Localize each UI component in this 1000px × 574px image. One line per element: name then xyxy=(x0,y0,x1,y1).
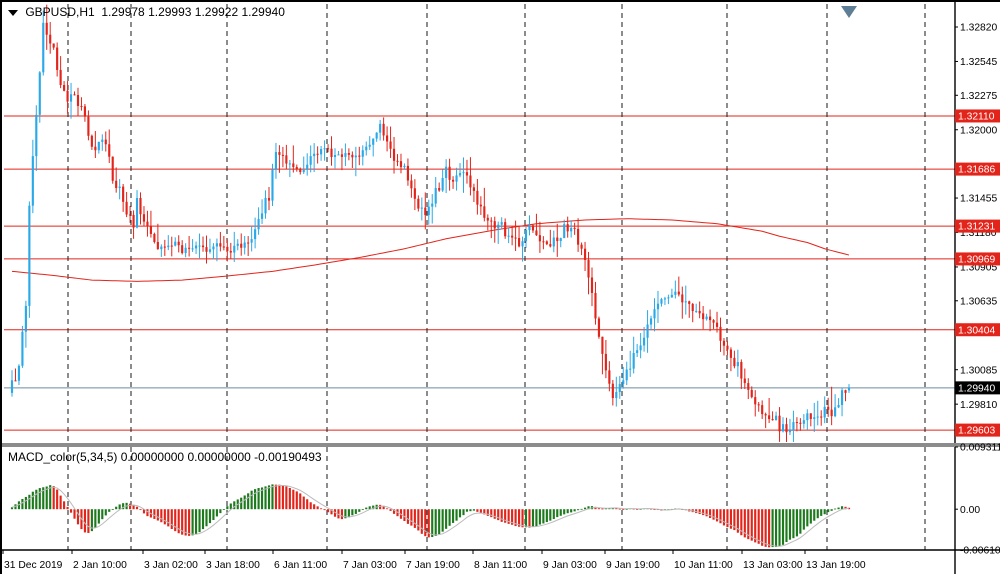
svg-text:7 Jan 03:00: 7 Jan 03:00 xyxy=(343,560,397,571)
svg-text:1.32545: 1.32545 xyxy=(960,57,997,68)
svg-text:1.32820: 1.32820 xyxy=(960,23,997,34)
svg-text:1.32110: 1.32110 xyxy=(958,112,995,123)
svg-text:2 Jan 10:00: 2 Jan 10:00 xyxy=(73,560,127,571)
svg-text:3 Jan 02:00: 3 Jan 02:00 xyxy=(144,560,198,571)
svg-text:13 Jan 03:00: 13 Jan 03:00 xyxy=(743,560,803,571)
svg-text:1.30404: 1.30404 xyxy=(958,325,995,336)
svg-text:1.30969: 1.30969 xyxy=(958,255,995,266)
svg-text:3 Jan 18:00: 3 Jan 18:00 xyxy=(206,560,260,571)
svg-text:-0.0061070: -0.0061070 xyxy=(960,546,1000,557)
svg-text:9 Jan 19:00: 9 Jan 19:00 xyxy=(606,560,660,571)
svg-text:6 Jan 11:00: 6 Jan 11:00 xyxy=(274,560,327,571)
svg-text:1.29603: 1.29603 xyxy=(958,426,995,437)
svg-text:1.31455: 1.31455 xyxy=(960,194,997,205)
svg-text:0.0093117: 0.0093117 xyxy=(960,443,1000,454)
svg-text:1.31686: 1.31686 xyxy=(958,165,995,176)
svg-text:10 Jan 11:00: 10 Jan 11:00 xyxy=(674,560,733,571)
svg-text:1.29810: 1.29810 xyxy=(960,400,997,411)
svg-text:1.29940: 1.29940 xyxy=(958,383,995,394)
svg-text:1.32000: 1.32000 xyxy=(960,125,997,136)
svg-text:9 Jan 03:00: 9 Jan 03:00 xyxy=(543,560,597,571)
svg-text:1.30085: 1.30085 xyxy=(960,365,997,376)
svg-text:1.30635: 1.30635 xyxy=(960,296,997,307)
svg-text:1.31231: 1.31231 xyxy=(958,222,995,233)
svg-text:1.32275: 1.32275 xyxy=(960,91,997,102)
svg-text:13 Jan 19:00: 13 Jan 19:00 xyxy=(806,560,866,571)
svg-text:7 Jan 19:00: 7 Jan 19:00 xyxy=(406,560,460,571)
svg-text:31 Dec 2019: 31 Dec 2019 xyxy=(4,560,63,571)
svg-text:0.00: 0.00 xyxy=(960,505,980,516)
svg-text:8 Jan 11:00: 8 Jan 11:00 xyxy=(474,560,527,571)
